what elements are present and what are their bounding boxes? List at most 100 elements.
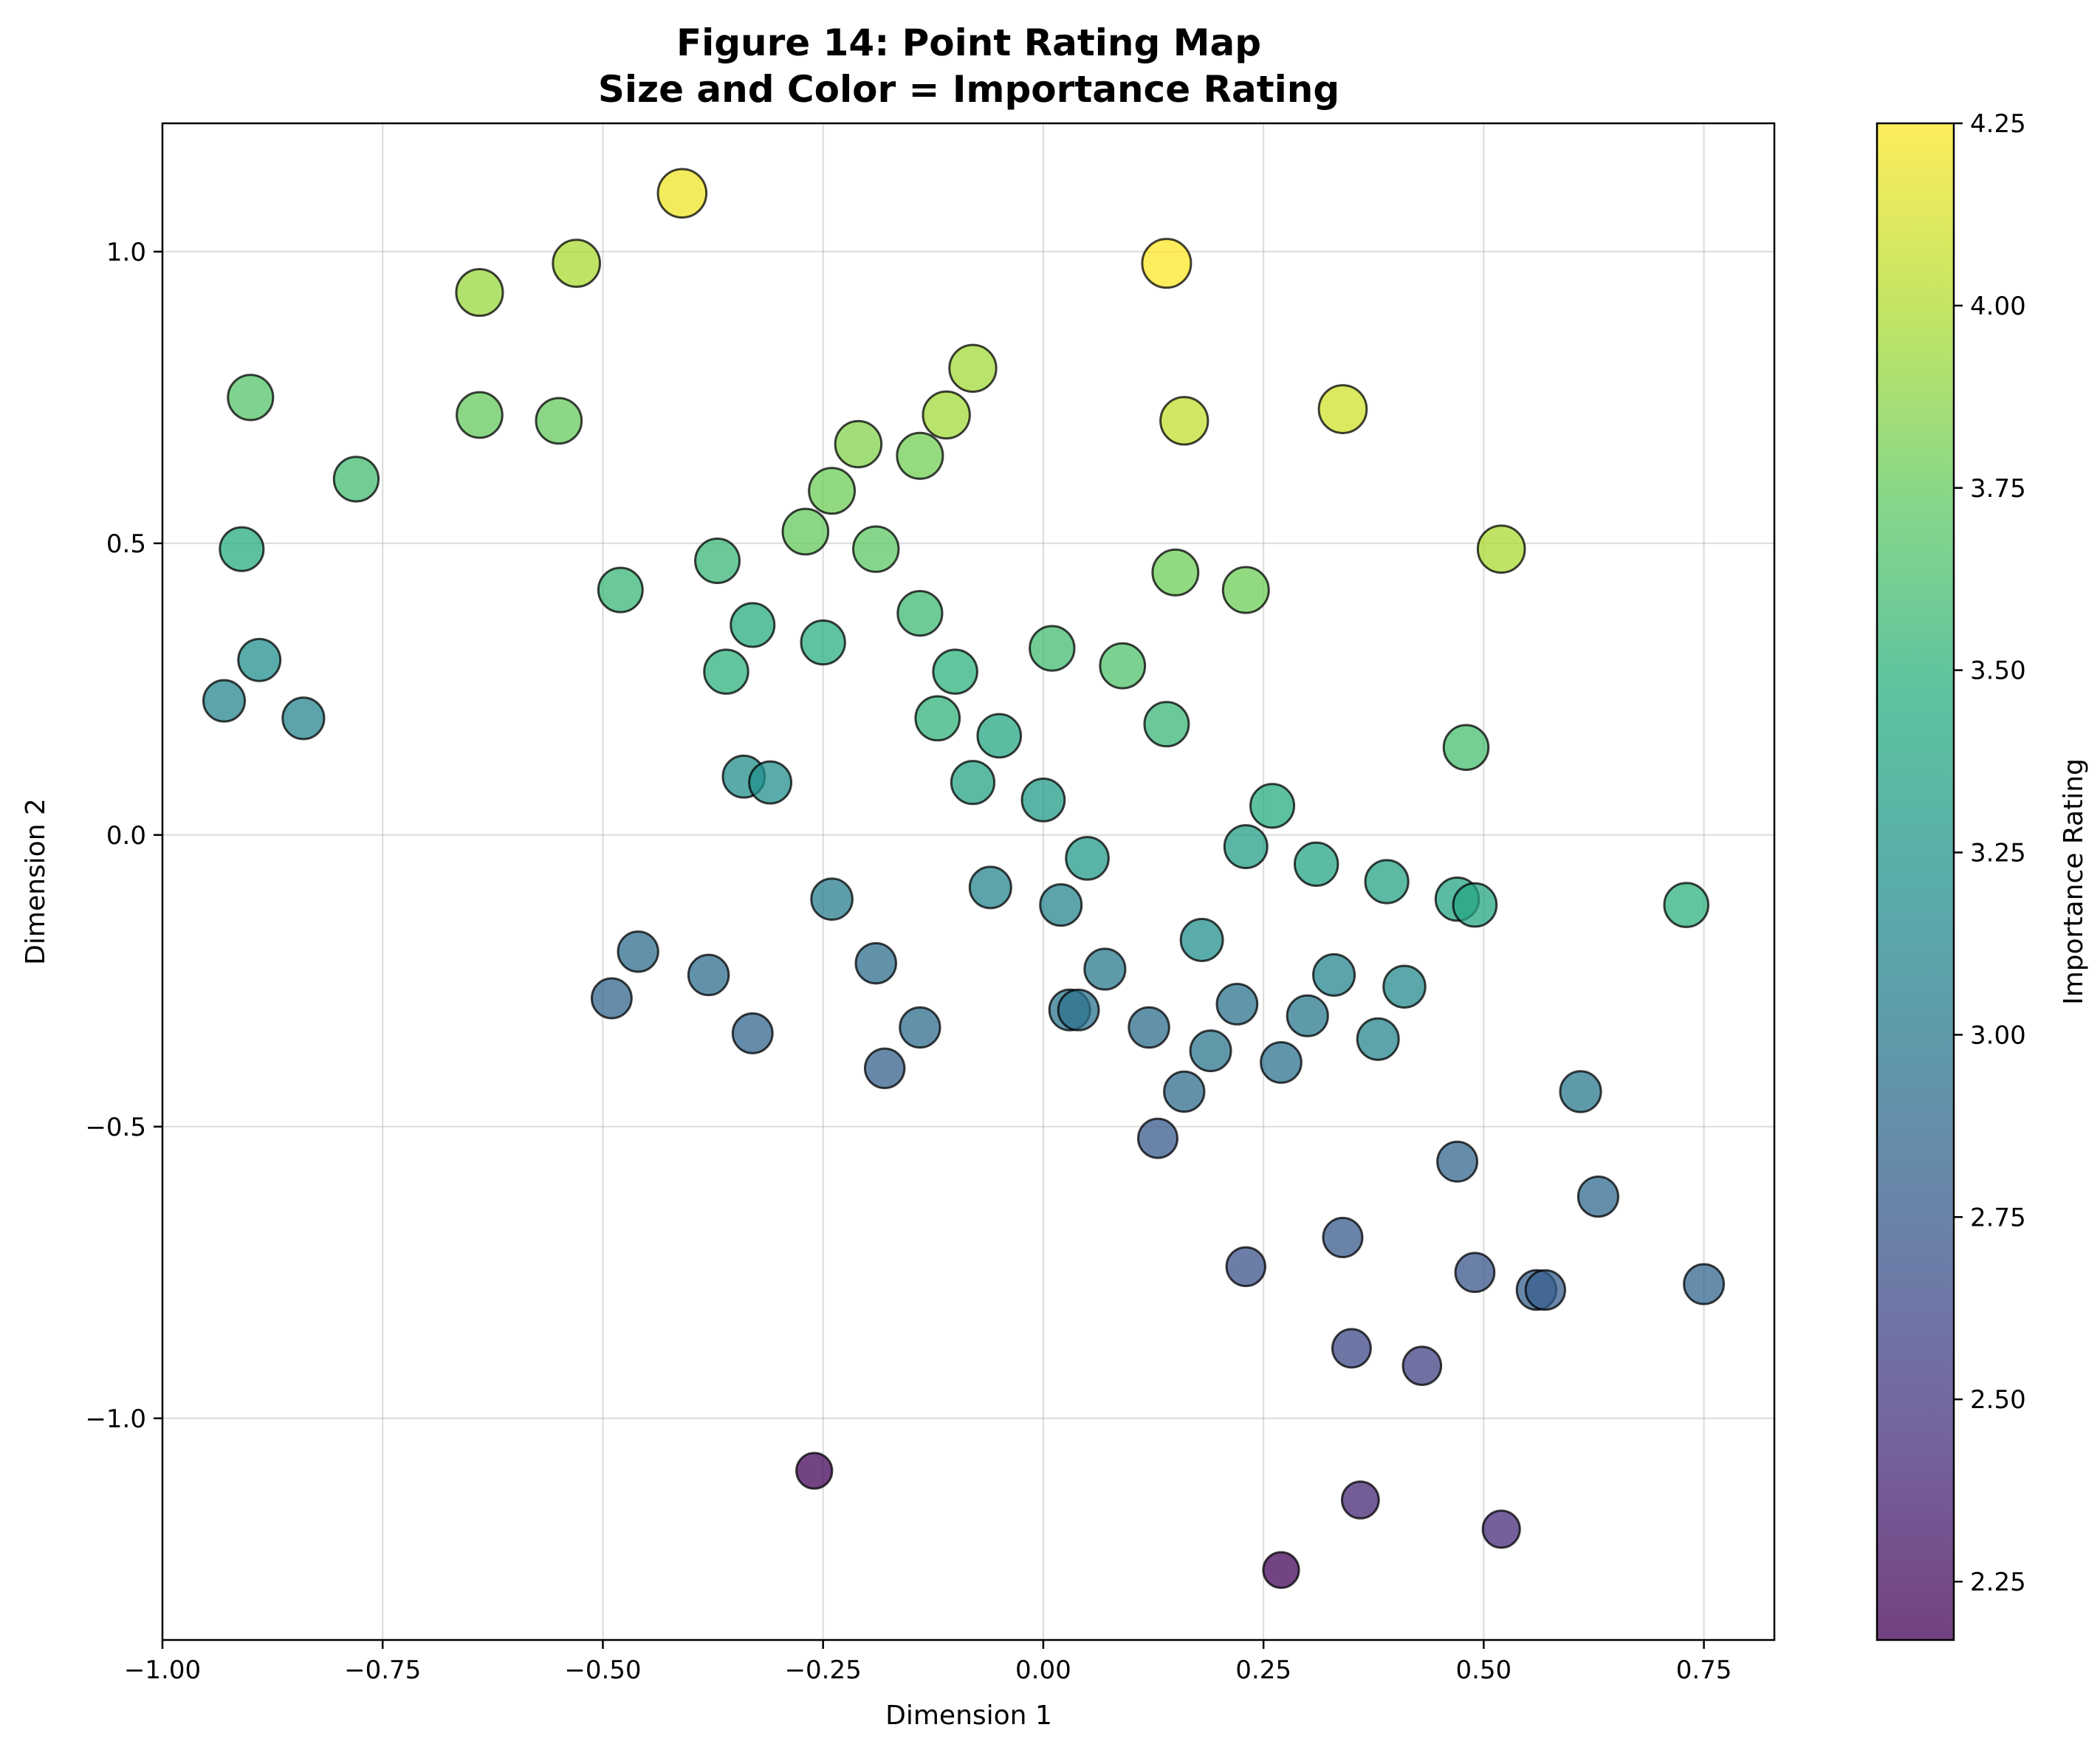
scatter-point — [1223, 824, 1269, 870]
x-tick-label: 0.50 — [1455, 1655, 1511, 1685]
x-tick-label: −1.00 — [124, 1655, 201, 1685]
scatter-point — [1136, 1117, 1178, 1159]
colorbar-tick-label: 2.75 — [1970, 1203, 2026, 1232]
colorbar-tick-label: 2.25 — [1970, 1568, 2026, 1597]
scatter-point — [808, 467, 857, 515]
scatter-point — [1179, 918, 1224, 962]
scatter-point — [1293, 841, 1339, 888]
scatter-point — [968, 865, 1012, 910]
y-tick-label: 1.0 — [106, 238, 146, 267]
scatter-point — [703, 648, 749, 695]
scatter-point — [1683, 1263, 1726, 1305]
x-tick-label: 0.75 — [1676, 1655, 1732, 1685]
scatter-point — [1225, 1246, 1266, 1288]
scatter-point — [1663, 882, 1709, 928]
y-tick-label: 0.5 — [106, 529, 146, 559]
y-tick-label: −1.0 — [85, 1404, 146, 1434]
x-tick-label: −0.75 — [344, 1655, 421, 1685]
colorbar-tick-label: 4.25 — [1970, 109, 2026, 139]
scatter-point — [1317, 384, 1368, 434]
colorbar-tick-label: 3.25 — [1970, 839, 2026, 868]
scatter-point — [1524, 1269, 1566, 1311]
y-tick-label: −0.5 — [85, 1113, 146, 1142]
scatter-point — [1364, 859, 1410, 905]
scatter-point — [834, 419, 883, 469]
scatter-point — [552, 239, 601, 288]
scatter-point — [1215, 983, 1259, 1026]
scatter-point — [227, 374, 275, 422]
scatter-point — [863, 1047, 906, 1090]
scatter-point — [332, 456, 380, 503]
colorbar-tick-label: 4.00 — [1970, 292, 2026, 321]
chart-title: Figure 14: Point Rating Map — [676, 21, 1261, 64]
scatter-point — [1065, 836, 1110, 881]
scatter-point — [1039, 883, 1083, 927]
scatter-point — [852, 525, 900, 573]
scatter-point — [219, 526, 265, 572]
colorbar-gradient — [1877, 123, 1954, 1640]
scatter-point — [1262, 1551, 1300, 1589]
scatter-point — [1151, 548, 1200, 597]
scatter-point — [1356, 1017, 1400, 1061]
y-axis-label: Dimension 2 — [21, 798, 51, 965]
colorbar-ticks: 2.25 2.50 2.75 3.00 3.25 3.50 3.75 4.00 4.25 — [1954, 109, 2026, 1597]
scatter-point — [694, 538, 741, 584]
scatter-point — [1454, 1252, 1496, 1294]
scatter-point — [1221, 566, 1270, 614]
scatter-point — [810, 877, 854, 922]
x-tick-label: 0.00 — [1015, 1655, 1071, 1685]
scatter-point — [781, 507, 830, 556]
scatter-point — [914, 695, 961, 742]
y-axis: −1.0 −0.5 0.0 0.5 1.0 — [85, 238, 162, 1434]
scatter-point — [932, 648, 978, 695]
scatter-point — [1559, 1070, 1602, 1114]
scatter-point — [896, 431, 944, 480]
x-tick-label: 0.25 — [1235, 1655, 1291, 1685]
scatter-point — [1436, 1140, 1478, 1183]
plot-frame — [161, 122, 1776, 1641]
scatter-point — [1286, 994, 1329, 1037]
scatter-point — [1452, 882, 1498, 928]
scatter-point — [948, 343, 998, 394]
scatter-point — [1476, 524, 1526, 574]
scatter-point — [795, 1452, 834, 1490]
scatter-point — [1260, 1041, 1303, 1084]
scatter-point — [976, 713, 1023, 759]
scatter-point — [535, 397, 583, 445]
scatter-point — [1442, 724, 1490, 772]
scatter-point — [730, 602, 776, 648]
scatter-point — [1401, 1345, 1443, 1386]
scatter-point — [455, 268, 504, 318]
colorbar: 2.25 2.50 2.75 3.00 3.25 3.50 3.75 4.00 4.25 Imp… — [1876, 109, 2089, 1641]
scatter-point — [1099, 642, 1147, 690]
scatter-point — [597, 566, 644, 614]
y-tick-label: 0.0 — [106, 821, 146, 851]
scatter-point — [237, 637, 282, 682]
scatter-point — [1029, 625, 1076, 672]
scatter-point — [899, 1006, 941, 1049]
scatter-point — [1312, 953, 1356, 997]
scatter-point — [1382, 964, 1427, 1009]
x-tick-label: −0.50 — [564, 1655, 641, 1685]
scatter-point — [202, 679, 247, 723]
scatter-point — [1189, 1029, 1232, 1073]
colorbar-tick-label: 3.00 — [1970, 1020, 2026, 1050]
scatter-point — [800, 619, 846, 666]
scatter-point — [687, 953, 730, 997]
scatter-point — [748, 760, 793, 805]
scatter-point — [1057, 988, 1100, 1032]
scatter-point — [1331, 1328, 1372, 1369]
x-axis: −1.00 −0.75 −0.50 −0.25 0.00 0.25 0.50 0.75 — [124, 1640, 1732, 1685]
scatter-point — [1576, 1176, 1619, 1218]
scatter-point — [1128, 1006, 1170, 1049]
scatter-point — [1143, 701, 1190, 748]
scatter-point — [281, 696, 326, 741]
scatter-point — [617, 930, 659, 973]
scatter-point — [1322, 1216, 1364, 1258]
scatter-point — [1159, 396, 1209, 446]
x-axis-label: Dimension 1 — [885, 1701, 1052, 1731]
data-points — [202, 168, 1726, 1589]
scatter-point — [1020, 778, 1066, 823]
chart-subtitle: Size and Color = Importance Rating — [598, 68, 1339, 111]
scatter-point — [896, 589, 944, 637]
